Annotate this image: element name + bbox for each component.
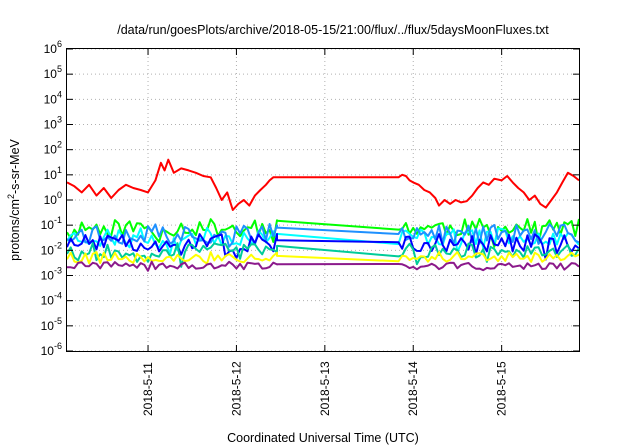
y-axis-label: protons/cm2-s-sr-MeV [6, 138, 22, 260]
y-tick-label: 105 [44, 64, 62, 81]
x-tick-label: 2018-5-14 [406, 361, 420, 416]
x-axis-label: Coordinated Universal Time (UTC) [227, 431, 419, 445]
series-line-2 [66, 217, 580, 248]
y-axis-label-rest: -s-sr-MeV [8, 138, 22, 194]
x-tick-label: 2018-5-15 [495, 361, 509, 416]
plot-frame [66, 48, 580, 352]
grid [67, 48, 579, 352]
chart-title: /data/run/goesPlots/archive/2018-05-15/2… [117, 23, 549, 37]
y-tick-label: 10-2 [41, 240, 62, 257]
y-tick-label: 10-4 [41, 291, 62, 308]
y-tick-label: 100 [44, 190, 62, 207]
x-tick-label: 2018-5-13 [318, 361, 332, 416]
y-tick-label: 10-1 [41, 215, 62, 232]
y-tick-label: 10-3 [41, 266, 62, 283]
x-ticks: 2018-5-11 2018-5-12 2018-5-13 2018-5-14 2018… [141, 49, 509, 416]
y-axis-label-main: protons/cm [8, 199, 22, 261]
y-tick-label: 101 [44, 165, 62, 182]
series-line-4 [66, 223, 580, 248]
series-line-7 [66, 251, 580, 265]
x-tick-label: 2018-5-12 [229, 361, 243, 416]
y-tick-label: 104 [44, 89, 62, 106]
series-line-5 [66, 233, 580, 261]
y-axis-label-sup: 2 [6, 194, 16, 199]
y-tick-label: 106 [44, 39, 62, 56]
y-tick-label: 10-5 [41, 316, 62, 333]
y-tick-label: 103 [44, 115, 62, 132]
series-group [66, 158, 580, 272]
y-ticks: 10-6 10-5 10-4 10-3 10-2 10-1 100 101 102 103 104 1… [41, 39, 579, 358]
x-tick-label: 2018-5-11 [141, 362, 155, 416]
y-tick-label: 10-6 [41, 341, 62, 358]
series-line-8 [66, 260, 580, 272]
series-line-1 [66, 158, 580, 211]
y-tick-label: 102 [44, 140, 62, 157]
